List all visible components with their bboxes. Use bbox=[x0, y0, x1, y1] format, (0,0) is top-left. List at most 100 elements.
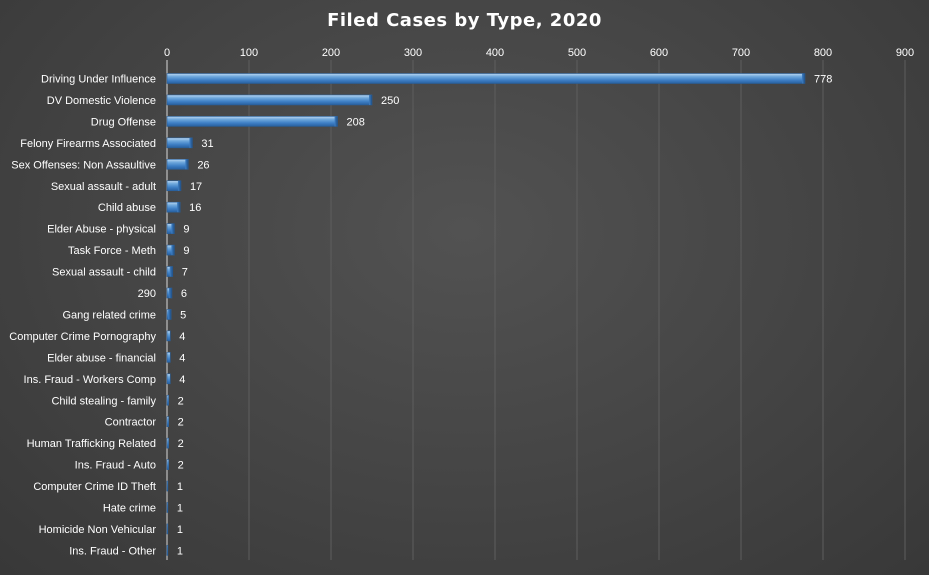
category-label: DV Domestic Violence bbox=[47, 95, 156, 107]
category-labels: Driving Under Influence DV Domestic Viole… bbox=[9, 74, 156, 558]
bar bbox=[166, 116, 338, 127]
category-label: Gang related crime bbox=[62, 309, 156, 321]
bar-body bbox=[166, 330, 171, 342]
category-label: Elder Abuse - physical bbox=[47, 224, 156, 236]
data-label: 7 bbox=[182, 267, 188, 279]
data-label: 1 bbox=[177, 545, 183, 557]
category-label: Child stealing - family bbox=[51, 395, 156, 407]
x-tick-label: 600 bbox=[650, 47, 668, 59]
bar bbox=[166, 459, 169, 470]
bar-cap bbox=[171, 245, 175, 256]
bar bbox=[166, 159, 189, 170]
bar bbox=[166, 480, 169, 492]
x-tick-label: 500 bbox=[568, 47, 586, 59]
x-tick-label: 0 bbox=[164, 47, 170, 59]
category-label: Felony Firearms Associated bbox=[20, 138, 156, 150]
category-label: Human Trafficking Related bbox=[27, 438, 156, 450]
bar bbox=[166, 309, 172, 320]
data-label: 1 bbox=[177, 503, 183, 515]
bar bbox=[166, 437, 169, 449]
bar bbox=[166, 330, 171, 342]
bar-cap bbox=[168, 288, 172, 298]
bar-cap bbox=[177, 202, 181, 213]
bar-cap bbox=[185, 159, 189, 170]
bar bbox=[166, 545, 169, 556]
x-tick-label: 300 bbox=[404, 47, 422, 59]
bar-body bbox=[166, 459, 169, 470]
bar-cap bbox=[334, 116, 338, 127]
bar bbox=[166, 394, 169, 406]
x-tick-label: 700 bbox=[732, 47, 750, 59]
category-label: Hate crime bbox=[103, 503, 156, 515]
bar-body bbox=[166, 116, 338, 127]
data-label: 778 bbox=[814, 74, 832, 86]
bars bbox=[166, 73, 806, 556]
category-label: Drug Offense bbox=[91, 116, 156, 128]
x-tick-label: 800 bbox=[814, 47, 832, 59]
data-label: 31 bbox=[201, 138, 213, 150]
bar bbox=[166, 137, 193, 149]
category-label: Computer Crime ID Theft bbox=[33, 481, 156, 493]
category-label: Sexual assault - adult bbox=[51, 181, 156, 193]
bar-cap bbox=[189, 137, 193, 148]
bar bbox=[166, 73, 806, 84]
bar-cap bbox=[168, 309, 172, 320]
data-label: 1 bbox=[177, 524, 183, 536]
grid-lines bbox=[166, 60, 906, 560]
data-label: 4 bbox=[179, 352, 185, 364]
bar bbox=[166, 201, 181, 213]
data-label: 5 bbox=[180, 309, 186, 321]
bar bbox=[166, 223, 175, 234]
category-label: Computer Crime Pornography bbox=[9, 331, 156, 343]
x-tick-label: 900 bbox=[896, 47, 914, 59]
bar bbox=[166, 352, 171, 363]
bar bbox=[166, 266, 174, 277]
chart-title: Filed Cases by Type, 2020 bbox=[327, 10, 602, 31]
bar bbox=[166, 373, 171, 385]
bar bbox=[166, 94, 373, 106]
data-label: 2 bbox=[178, 438, 184, 450]
bar-body bbox=[166, 137, 193, 149]
data-label: 2 bbox=[178, 460, 184, 472]
data-label: 4 bbox=[179, 374, 185, 386]
category-label: Task Force - Meth bbox=[68, 245, 156, 257]
data-label: 208 bbox=[347, 116, 365, 128]
data-label: 2 bbox=[178, 417, 184, 429]
category-label: Homicide Non Vehicular bbox=[39, 524, 157, 536]
bar-body bbox=[166, 159, 189, 170]
bar-body bbox=[166, 94, 373, 106]
category-label: Sex Offenses: Non Assaultive bbox=[11, 159, 156, 171]
bar-body bbox=[166, 394, 169, 406]
bar-body bbox=[166, 545, 169, 556]
category-label: Ins. Fraud - Workers Comp bbox=[24, 374, 156, 386]
category-label: Driving Under Influence bbox=[41, 74, 156, 86]
x-tick-label: 400 bbox=[486, 47, 504, 59]
bar-cap bbox=[801, 73, 805, 84]
category-label: 290 bbox=[138, 288, 156, 300]
data-label: 9 bbox=[183, 245, 189, 257]
bar-cap bbox=[171, 223, 175, 234]
category-label: Ins. Fraud - Auto bbox=[75, 460, 156, 472]
bar bbox=[166, 180, 182, 192]
bar bbox=[166, 287, 173, 299]
data-label: 2 bbox=[178, 395, 184, 407]
data-label: 9 bbox=[183, 224, 189, 236]
bar-body bbox=[166, 437, 169, 449]
bar bbox=[166, 416, 169, 428]
bar-cap bbox=[177, 180, 181, 191]
bar-body bbox=[166, 416, 169, 428]
data-label: 250 bbox=[381, 95, 399, 107]
data-label: 1 bbox=[177, 481, 183, 493]
data-label: 6 bbox=[181, 288, 187, 300]
x-tick-label: 200 bbox=[322, 47, 340, 59]
bar-cap bbox=[169, 266, 173, 277]
category-label: Contractor bbox=[105, 417, 157, 429]
bar bbox=[166, 244, 175, 256]
bar-body bbox=[166, 502, 169, 513]
bar-body bbox=[166, 523, 169, 535]
data-label: 16 bbox=[189, 202, 201, 214]
bar bbox=[166, 523, 169, 535]
